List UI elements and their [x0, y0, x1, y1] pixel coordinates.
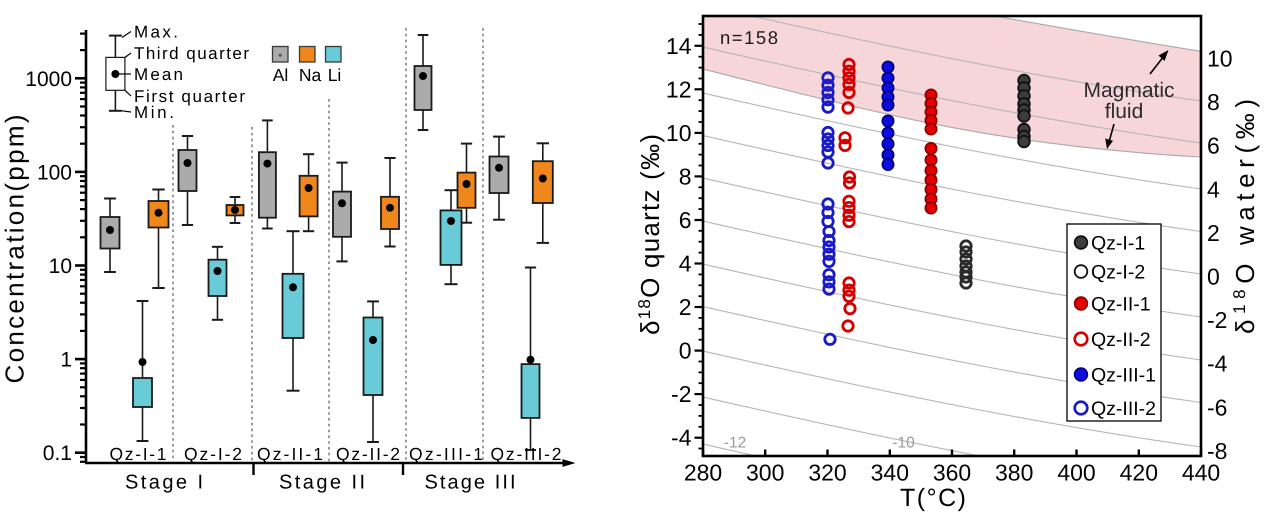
svg-text:Stage I: Stage I — [125, 472, 203, 494]
svg-text:Max.: Max. — [134, 23, 178, 42]
svg-text:420: 420 — [1120, 460, 1158, 486]
svg-text:340: 340 — [871, 460, 909, 486]
svg-text:100: 100 — [37, 161, 72, 184]
svg-text:Qz-II-1: Qz-II-1 — [1091, 294, 1151, 316]
svg-text:12: 12 — [666, 76, 692, 102]
svg-text:1: 1 — [60, 349, 72, 372]
svg-text:-6: -6 — [1207, 394, 1227, 420]
svg-text:First quarter: First quarter — [134, 87, 245, 106]
svg-text:0: 0 — [1207, 264, 1220, 290]
svg-text:0: 0 — [679, 338, 692, 364]
svg-text:6: 6 — [679, 207, 692, 233]
svg-text:2: 2 — [1207, 220, 1220, 246]
svg-text:Al: Al — [273, 65, 289, 85]
svg-text:Magmatic: Magmatic — [1083, 79, 1174, 102]
svg-text:280: 280 — [684, 460, 722, 486]
svg-text:14: 14 — [666, 33, 692, 59]
svg-text:Concentration(ppm): Concentration(ppm) — [0, 115, 30, 384]
svg-text:10: 10 — [666, 120, 692, 146]
svg-text:Qz-II-2: Qz-II-2 — [1091, 329, 1151, 351]
svg-text:Qz-I-1: Qz-I-1 — [110, 444, 167, 464]
svg-text:Qz-III-1: Qz-III-1 — [409, 444, 483, 464]
svg-text:-10: -10 — [892, 435, 915, 452]
svg-text:320: 320 — [808, 460, 846, 486]
svg-text:Mean: Mean — [134, 65, 183, 84]
svg-text:fluid: fluid — [1105, 100, 1144, 123]
svg-text:4: 4 — [1207, 176, 1220, 202]
svg-text:Qz-I-2: Qz-I-2 — [1091, 262, 1145, 284]
svg-text:T(°C): T(°C) — [900, 484, 966, 512]
svg-text:-8: -8 — [1207, 438, 1227, 464]
svg-text:2: 2 — [679, 294, 692, 320]
svg-text:8: 8 — [1207, 89, 1220, 115]
svg-text:Qz-I-1: Qz-I-1 — [1091, 233, 1145, 255]
svg-text:Li: Li — [328, 65, 342, 85]
svg-text:10: 10 — [1207, 46, 1233, 72]
svg-text:-4: -4 — [671, 425, 692, 451]
svg-text:Third quarter: Third quarter — [134, 44, 249, 63]
svg-text:380: 380 — [995, 460, 1033, 486]
svg-text:10: 10 — [49, 255, 72, 278]
svg-text:Min.: Min. — [134, 103, 174, 122]
svg-text:4: 4 — [679, 251, 692, 277]
svg-text:n=158: n=158 — [720, 27, 778, 48]
svg-text:Qz-III-1: Qz-III-1 — [1091, 365, 1156, 387]
svg-text:Qz-I-2: Qz-I-2 — [184, 444, 242, 464]
svg-text:360: 360 — [933, 460, 971, 486]
svg-text:-2: -2 — [1207, 307, 1227, 333]
svg-text:300: 300 — [746, 460, 784, 486]
svg-text:Qz-III-2: Qz-III-2 — [491, 444, 562, 464]
svg-text:-4: -4 — [1207, 351, 1228, 377]
svg-text:400: 400 — [1057, 460, 1095, 486]
svg-text:6: 6 — [1207, 133, 1220, 159]
svg-text:Qz-III-2: Qz-III-2 — [1091, 398, 1156, 420]
svg-text:440: 440 — [1182, 460, 1220, 486]
svg-text:1000: 1000 — [25, 68, 72, 91]
svg-text:Na: Na — [299, 65, 322, 85]
svg-text:Stage II: Stage II — [279, 472, 365, 494]
svg-text:-12: -12 — [724, 435, 746, 452]
svg-text:8: 8 — [679, 163, 692, 189]
svg-text:-2: -2 — [671, 381, 691, 407]
svg-text:0.1: 0.1 — [43, 442, 72, 465]
